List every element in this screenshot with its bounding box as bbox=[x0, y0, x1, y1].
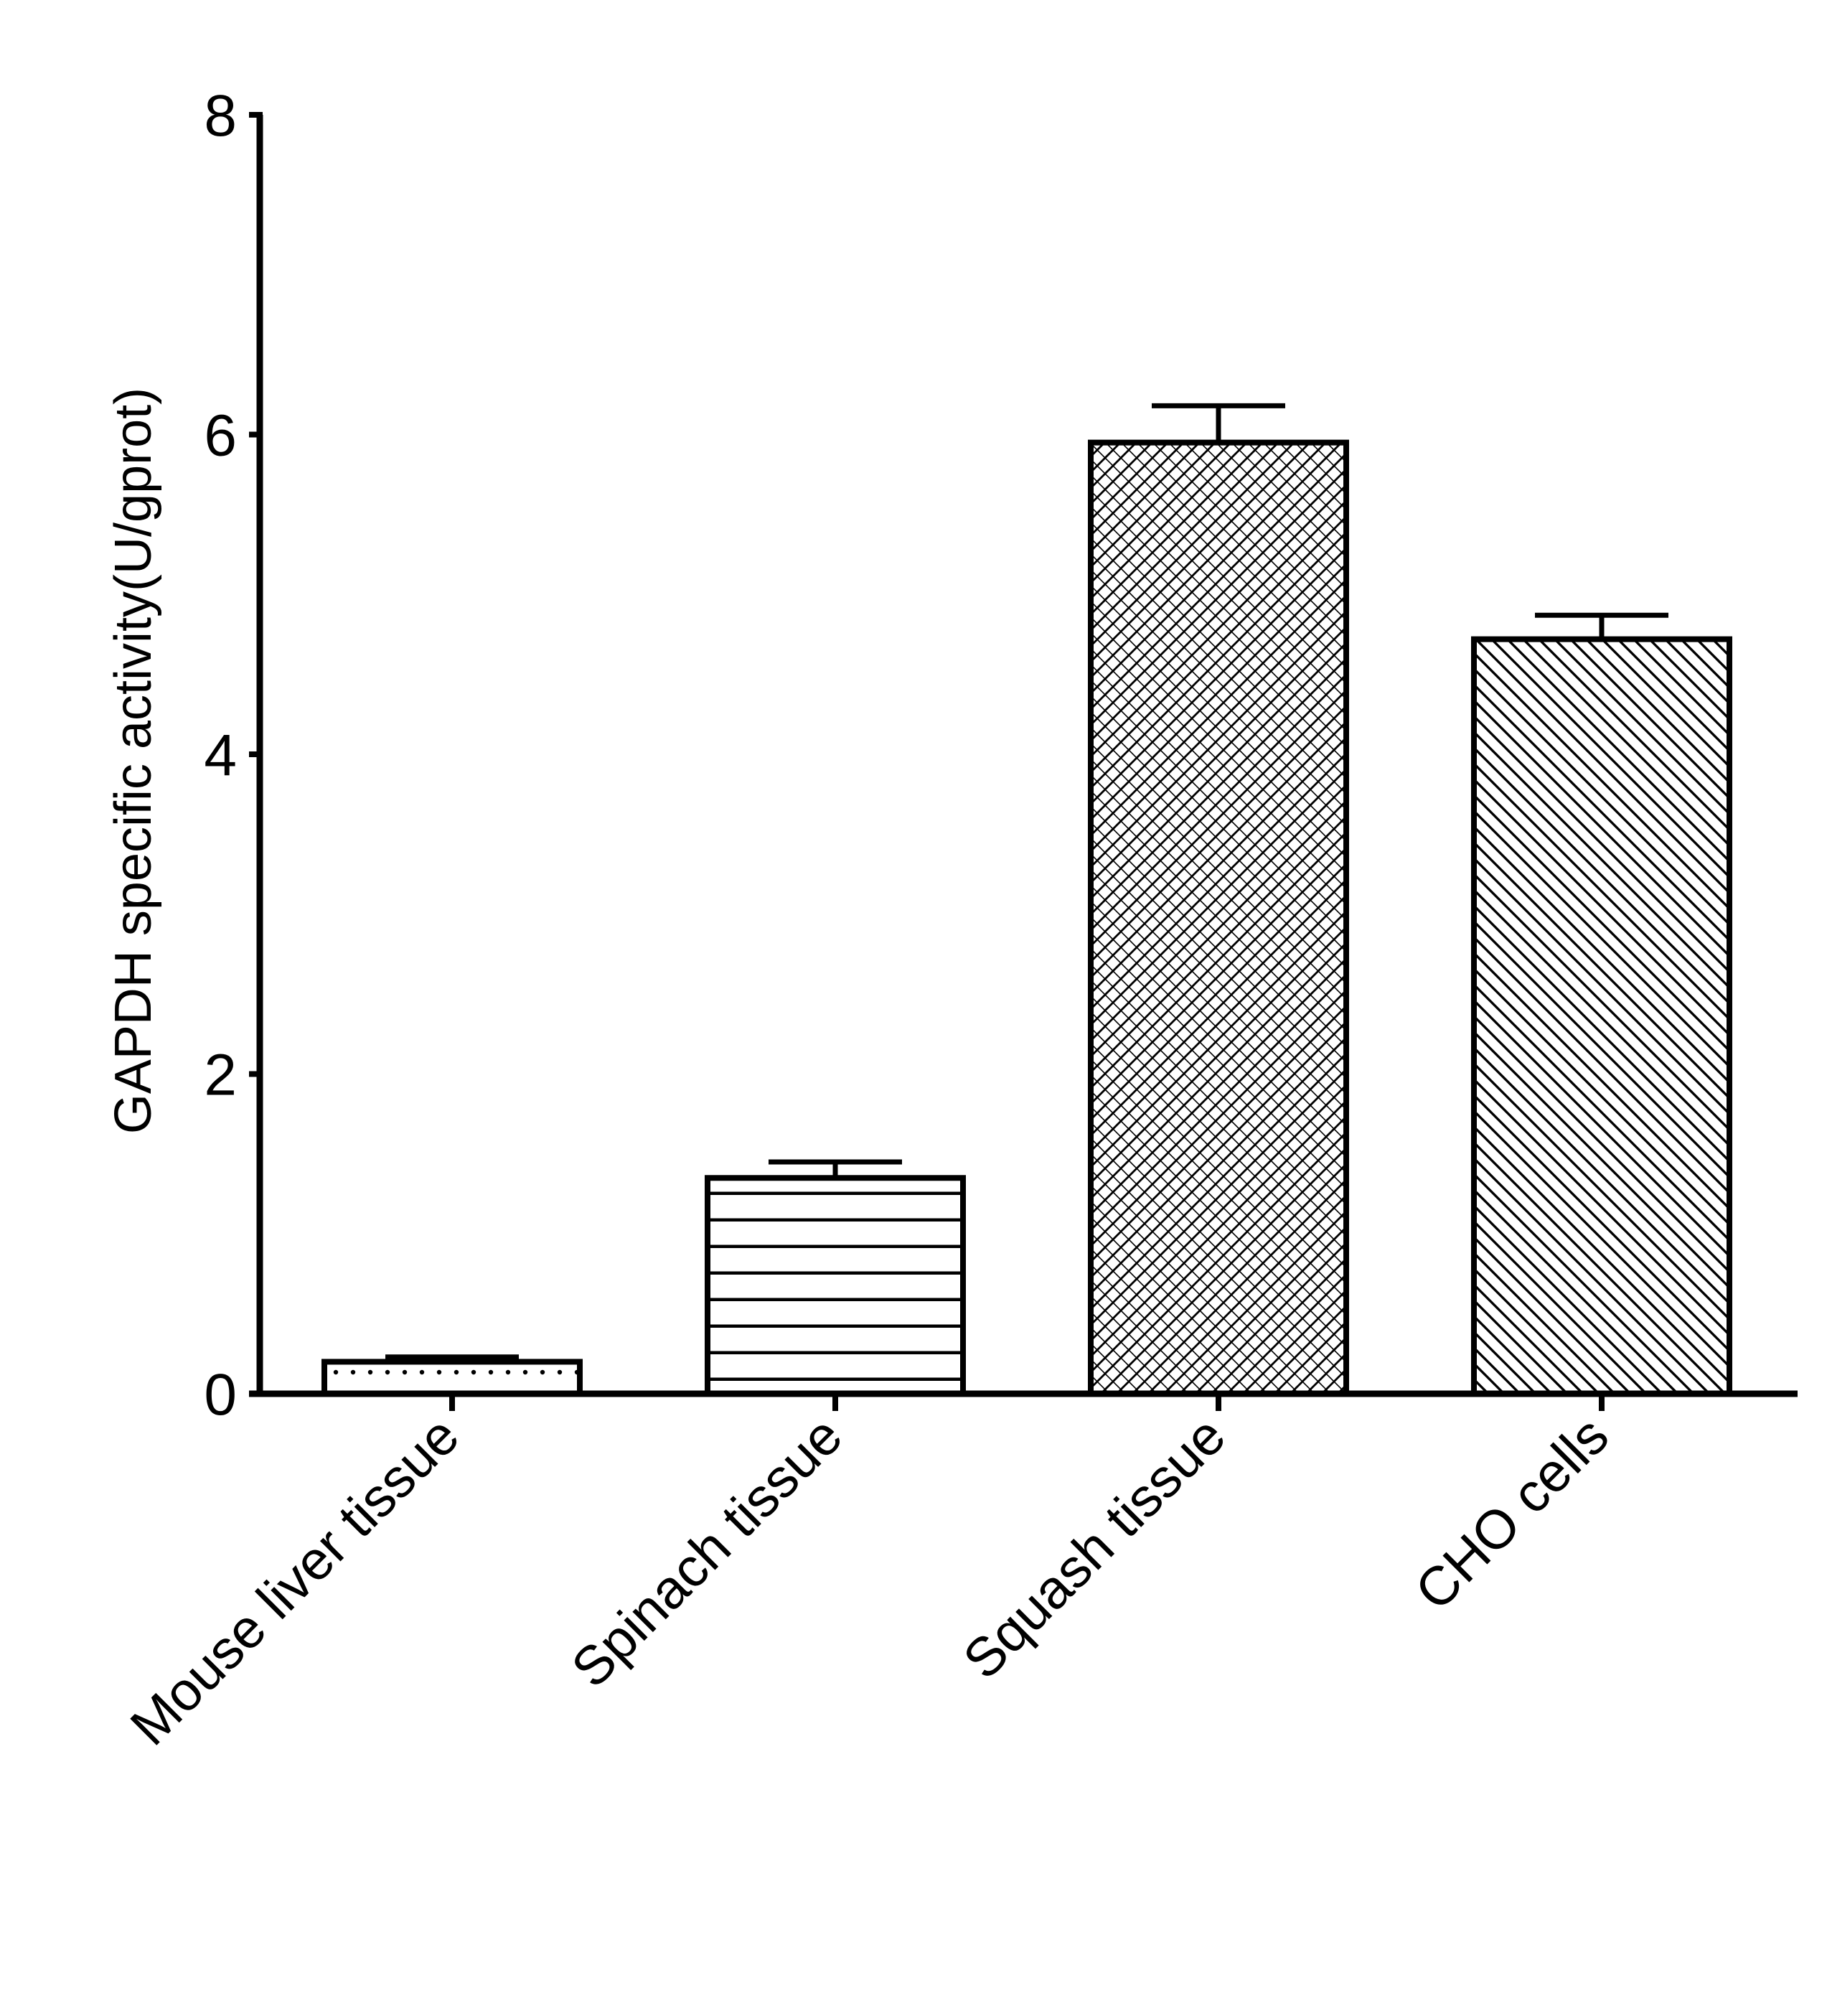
error-bar bbox=[1152, 403, 1285, 443]
y-tick-label: 0 bbox=[204, 1362, 237, 1427]
bars bbox=[321, 439, 1732, 1397]
error-bars bbox=[385, 403, 1668, 1362]
error-bar bbox=[1535, 612, 1668, 639]
x-tick-label: Spinach tissue bbox=[560, 1405, 854, 1699]
x-tick-label: Squash tissue bbox=[952, 1405, 1237, 1691]
bar bbox=[705, 1175, 966, 1397]
x-tick-label: Mouse liver tissue bbox=[119, 1405, 471, 1757]
x-axis-ticks: Mouse liver tissue Spinach tissue Squash t… bbox=[119, 1394, 1620, 1757]
bar bbox=[1471, 636, 1732, 1397]
y-tick-label: 6 bbox=[204, 403, 237, 469]
y-axis-ticks: 0 2 4 6 8 bbox=[204, 83, 263, 1427]
error-bar bbox=[385, 1354, 519, 1362]
bar-group bbox=[321, 1359, 583, 1397]
bar bbox=[321, 1359, 583, 1397]
bar bbox=[1088, 439, 1349, 1397]
bar-group bbox=[705, 1175, 966, 1397]
y-tick-label: 8 bbox=[204, 83, 237, 149]
error-bar bbox=[769, 1159, 902, 1178]
y-tick-label: 4 bbox=[204, 723, 237, 788]
bar-group bbox=[1088, 439, 1349, 1397]
bar-group bbox=[1471, 636, 1732, 1397]
y-axis-label: GAPDH specific activity(U/gprot) bbox=[105, 388, 162, 1134]
y-tick-label: 2 bbox=[204, 1043, 237, 1108]
x-tick-label: CHO cells bbox=[1404, 1405, 1620, 1622]
